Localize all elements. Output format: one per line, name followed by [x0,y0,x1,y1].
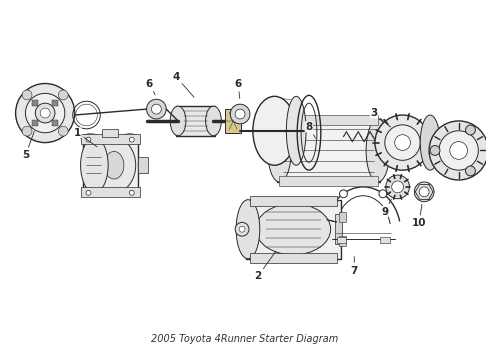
Ellipse shape [268,119,291,182]
Ellipse shape [286,96,306,165]
Text: 4: 4 [172,72,194,97]
Circle shape [394,135,411,150]
Circle shape [230,104,250,124]
Bar [32,100,38,106]
Bar [380,237,390,243]
Circle shape [415,182,434,202]
Bar [52,120,58,126]
Ellipse shape [366,119,390,182]
Bar [339,236,346,246]
Circle shape [25,93,65,133]
Text: 1: 1 [74,128,97,147]
Bar [80,187,140,197]
Circle shape [58,126,68,136]
Circle shape [16,84,74,143]
Circle shape [86,137,91,142]
Circle shape [129,137,134,142]
Circle shape [147,99,166,119]
Text: 6: 6 [235,78,242,99]
Ellipse shape [93,138,136,193]
Bar [277,119,380,182]
Bar [335,215,343,244]
Ellipse shape [206,106,221,136]
Circle shape [239,226,245,232]
Bar [52,100,58,106]
Bar [339,212,346,222]
Bar [82,141,138,190]
Circle shape [429,121,488,180]
Text: 3: 3 [370,108,391,127]
Ellipse shape [256,204,331,255]
Circle shape [405,133,413,141]
Bar [80,134,140,144]
Bar [138,157,147,173]
Circle shape [22,126,32,136]
Bar [250,196,337,206]
Text: 9: 9 [381,199,392,216]
Circle shape [151,104,161,114]
Text: 6: 6 [146,78,155,95]
Text: 2005 Toyota 4Runner Starter Diagram: 2005 Toyota 4Runner Starter Diagram [151,334,339,345]
Text: 2: 2 [254,251,276,282]
Bar [32,120,38,126]
Circle shape [419,187,429,197]
Bar [337,237,346,243]
Bar [250,253,337,263]
Circle shape [430,145,440,156]
Ellipse shape [253,96,296,165]
Circle shape [58,90,68,100]
Circle shape [392,181,404,193]
Circle shape [235,109,245,119]
Text: 5: 5 [22,131,34,161]
Text: 8: 8 [305,122,316,138]
Bar [102,129,118,137]
Circle shape [466,125,475,135]
Circle shape [263,141,280,159]
Text: 7: 7 [351,257,358,276]
Circle shape [22,90,32,100]
Circle shape [35,103,55,123]
Circle shape [340,190,347,198]
Circle shape [129,190,134,195]
Ellipse shape [420,115,440,170]
Bar [279,115,378,125]
Circle shape [379,190,387,198]
Circle shape [268,147,275,154]
Circle shape [375,115,430,170]
Bar [246,200,341,259]
Text: 10: 10 [412,204,426,228]
Bar [225,109,241,133]
Circle shape [40,108,50,118]
Circle shape [439,131,478,170]
Ellipse shape [236,200,260,259]
Ellipse shape [104,152,124,179]
Circle shape [235,222,249,236]
Bar [279,176,378,186]
Circle shape [385,125,420,160]
Ellipse shape [170,106,186,136]
Circle shape [466,166,475,176]
Circle shape [86,190,91,195]
Ellipse shape [80,138,108,193]
Circle shape [450,141,467,159]
Circle shape [386,175,410,199]
Bar [176,106,216,136]
